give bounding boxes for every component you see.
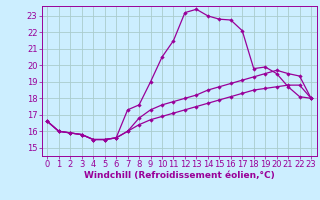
- X-axis label: Windchill (Refroidissement éolien,°C): Windchill (Refroidissement éolien,°C): [84, 171, 275, 180]
